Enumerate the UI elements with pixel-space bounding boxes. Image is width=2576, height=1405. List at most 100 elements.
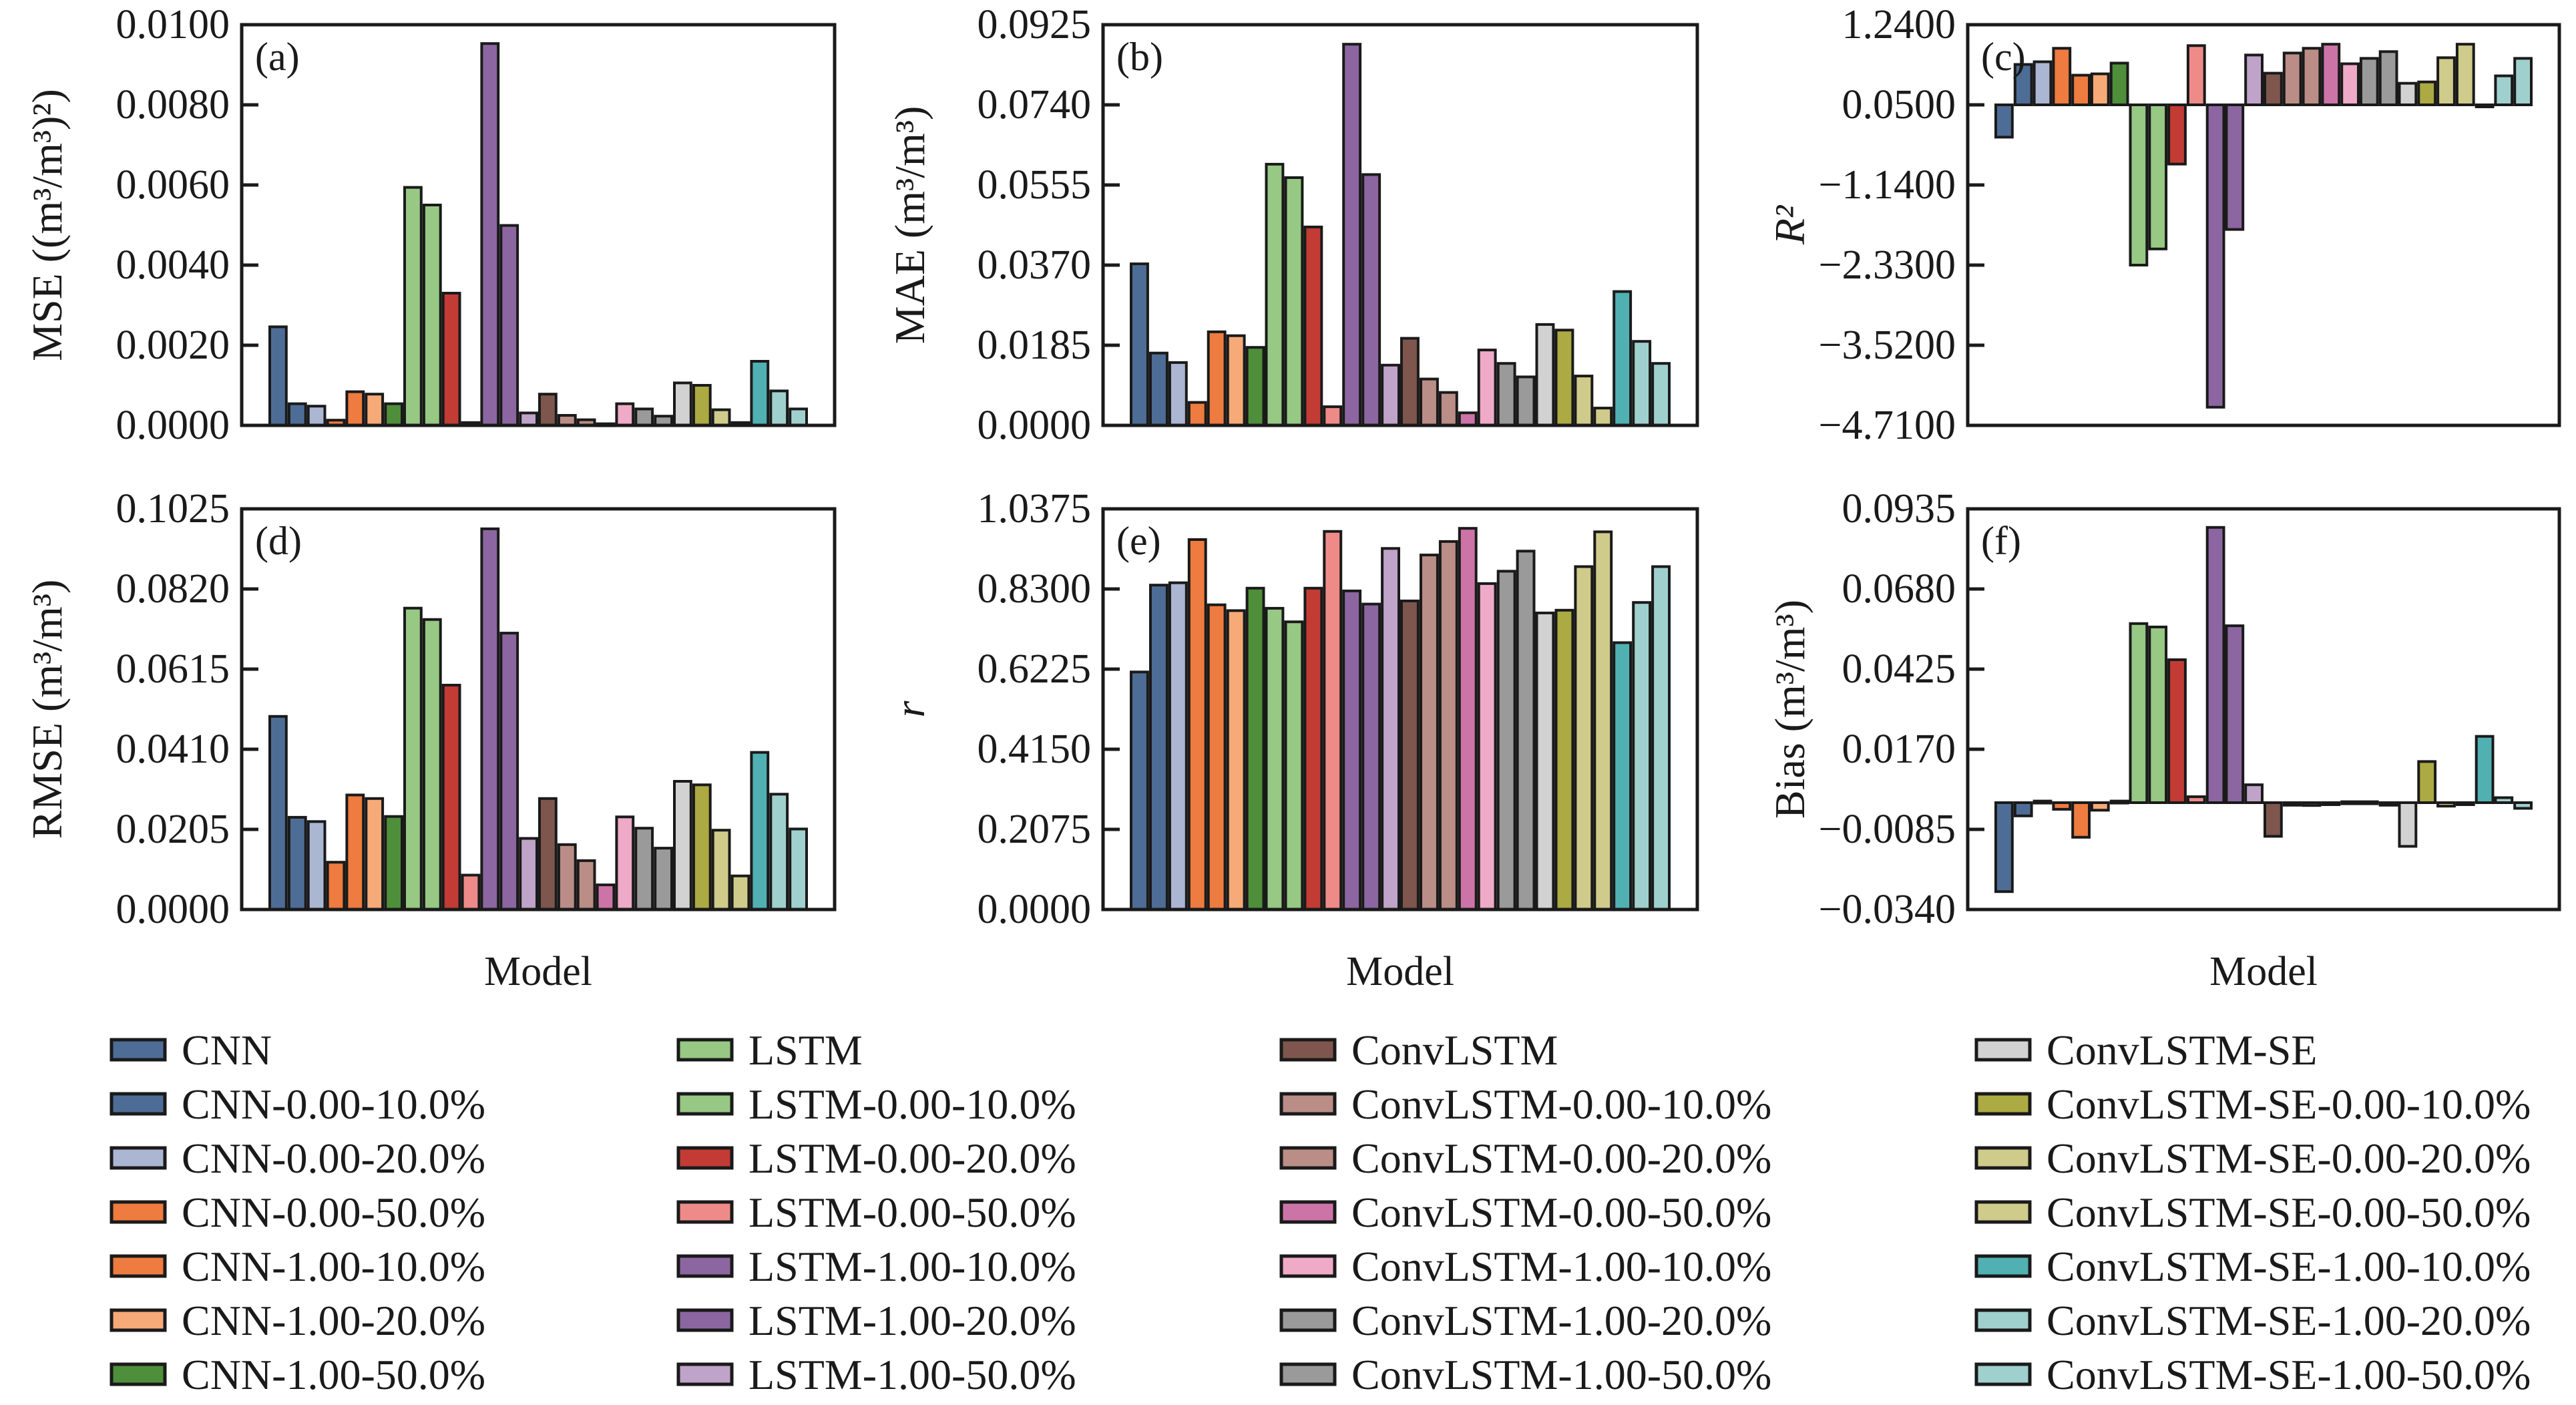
- bar-cnn-1-00-50-0: [384, 815, 404, 911]
- bar-lstm-1-00-20-0: [499, 632, 519, 911]
- panel-d: 0.0000 0.0205 0.0410 0.0615 0.0820 0.1025 (d) R…: [23, 486, 837, 994]
- bar-convlstm-se: [2398, 81, 2418, 106]
- bar-convlstm-1-00-10-0: [2340, 62, 2360, 106]
- bar-convlstm-1-00-10-0: [615, 815, 635, 912]
- legend-label: ConvLSTM-SE-1.00-50.0%: [2047, 1351, 2531, 1398]
- bar-cnn-1-00-50-0: [1245, 346, 1265, 427]
- panel-tag: (d): [255, 519, 302, 563]
- bar-convlstm-se-1-00-10-0: [2475, 104, 2495, 108]
- panel-f: −0.0340 −0.0085 0.0170 0.0425 0.0680 0.0935 (f…: [1766, 486, 2561, 994]
- bar-convlstm-se-0-00-20-0: [2436, 801, 2456, 808]
- legend-item: ConvLSTM-SE-1.00-50.0%: [1974, 1351, 2531, 1398]
- bar-lstm-0-00-20-0: [2167, 104, 2187, 166]
- bar-convlstm-1-00-10-0: [1477, 582, 1497, 912]
- bar-cnn-1-00-10-0: [1207, 330, 1227, 427]
- y-tick-label: 0.0000: [978, 887, 1092, 932]
- legend-item: ConvLSTM-1.00-20.0%: [1279, 1297, 1771, 1344]
- bar-lstm-1-00-20-0: [499, 224, 519, 427]
- axes-frame: [240, 23, 837, 427]
- bar-lstm-0-00-50-0: [2186, 795, 2206, 804]
- legend-label: LSTM-0.00-10.0%: [748, 1080, 1076, 1128]
- bar-cnn-0-00-10-0: [2013, 63, 2033, 106]
- legend-swatch: [110, 1146, 167, 1170]
- bar-convlstm-1-00-50-0: [2378, 801, 2398, 807]
- bar-convlstm-0-00-50-0: [596, 883, 616, 911]
- bar-lstm-0-00-10-0: [422, 618, 442, 911]
- bar-cnn-1-00-50-0: [384, 402, 404, 427]
- bar-convlstm-se-0-00-50-0: [2455, 801, 2475, 806]
- bar-cnn: [1130, 262, 1149, 427]
- y-tick-label: 0.0500: [1842, 82, 1956, 128]
- legend-label: LSTM-0.00-20.0%: [748, 1135, 1076, 1182]
- bar-convlstm-se-1-00-50-0: [2513, 801, 2533, 810]
- bar-lstm-1-00-50-0: [1381, 547, 1401, 911]
- legend-label: CNN-0.00-50.0%: [182, 1189, 485, 1236]
- y-tick-label: 0.0555: [978, 162, 1092, 208]
- bar-convlstm-se-1-00-50-0: [1651, 362, 1671, 427]
- bar-lstm: [403, 186, 423, 427]
- bar-convlstm-0-00-10-0: [1420, 554, 1439, 911]
- bar-convlstm-se: [673, 381, 692, 427]
- y-tick-label: 0.0000: [978, 403, 1092, 448]
- y-tick-label: 0.8300: [978, 566, 1092, 612]
- y-tick-label: 0.0680: [1842, 566, 1956, 612]
- axes-frame: [240, 507, 837, 912]
- y-tick-label: 0.0935: [1842, 486, 1956, 532]
- bar-convlstm-se-0-00-20-0: [2436, 56, 2456, 106]
- legend-swatch: [1974, 1254, 2032, 1278]
- bar-convlstm-0-00-10-0: [557, 843, 577, 912]
- legend-swatch: [676, 1092, 734, 1116]
- bar-cnn-0-00-10-0: [287, 402, 307, 427]
- bar-convlstm-0-00-50-0: [2321, 43, 2341, 106]
- bar-cnn-1-00-20-0: [2090, 72, 2110, 106]
- bar-convlstm-se-0-00-10-0: [1554, 608, 1574, 911]
- axes-frame: [1101, 507, 1699, 912]
- bar-convlstm-0-00-10-0: [2282, 801, 2302, 807]
- legend-label: LSTM: [748, 1026, 863, 1074]
- legend-item: CNN-0.00-10.0%: [110, 1080, 485, 1128]
- bar-convlstm-se: [1535, 611, 1555, 912]
- bar-cnn: [1130, 670, 1149, 911]
- bar-cnn-0-00-50-0: [2052, 47, 2072, 106]
- legend-item: ConvLSTM-1.00-50.0%: [1279, 1351, 1771, 1398]
- bar-lstm-0-00-10-0: [1284, 620, 1304, 911]
- panel-tag: (b): [1116, 35, 1163, 79]
- bar-convlstm-se-1-00-20-0: [769, 389, 789, 427]
- bar-lstm-1-00-10-0: [480, 527, 500, 911]
- legend-swatch: [110, 1362, 167, 1386]
- bar-convlstm-se-1-00-50-0: [789, 407, 808, 427]
- y-tick-label: 0.0040: [116, 242, 230, 288]
- y-axis-label: R²: [1766, 204, 1813, 245]
- bar-lstm-0-00-50-0: [1323, 530, 1343, 911]
- legend-item: ConvLSTM-SE-0.00-50.0%: [1974, 1189, 2531, 1236]
- legend-item: CNN-1.00-20.0%: [110, 1297, 485, 1344]
- x-axis-label: Model: [484, 949, 592, 994]
- legend-swatch: [676, 1308, 734, 1332]
- bar-lstm-1-00-50-0: [519, 411, 539, 427]
- bar-convlstm-1-00-20-0: [2359, 800, 2379, 805]
- legend: CNN CNN-0.00-10.0% CNN-0.00-20.0% CNN-0.00-…: [110, 1026, 2531, 1398]
- bar-convlstm-se-1-00-50-0: [789, 827, 808, 912]
- bar-convlstm-se-0-00-50-0: [1593, 530, 1613, 911]
- bar-convlstm-se-1-00-50-0: [1651, 565, 1671, 911]
- bar-convlstm-1-00-10-0: [615, 402, 635, 427]
- legend-swatch: [110, 1200, 167, 1224]
- bar-cnn-0-00-20-0: [306, 820, 327, 912]
- legend-item: CNN-0.00-50.0%: [110, 1189, 485, 1236]
- bar-lstm: [1265, 162, 1285, 427]
- y-axis-label: r: [886, 700, 933, 717]
- bar-convlstm-1-00-20-0: [1496, 362, 1516, 427]
- bar-convlstm-1-00-20-0: [634, 827, 654, 911]
- legend-label: LSTM-1.00-20.0%: [748, 1297, 1076, 1344]
- bar-convlstm-1-00-50-0: [1516, 375, 1536, 427]
- bar-lstm-1-00-20-0: [1361, 173, 1381, 427]
- bar-cnn: [268, 325, 288, 427]
- bar-lstm-1-00-10-0: [480, 42, 500, 427]
- bar-cnn-1-00-10-0: [2071, 73, 2091, 106]
- bar-cnn-1-00-10-0: [345, 390, 365, 427]
- legend-label: ConvLSTM-0.00-10.0%: [1351, 1080, 1771, 1128]
- bar-lstm-1-00-10-0: [1342, 43, 1362, 427]
- bar-convlstm-0-00-20-0: [1438, 391, 1458, 427]
- bar-convlstm: [1400, 337, 1420, 427]
- legend-label: CNN-1.00-10.0%: [182, 1243, 485, 1290]
